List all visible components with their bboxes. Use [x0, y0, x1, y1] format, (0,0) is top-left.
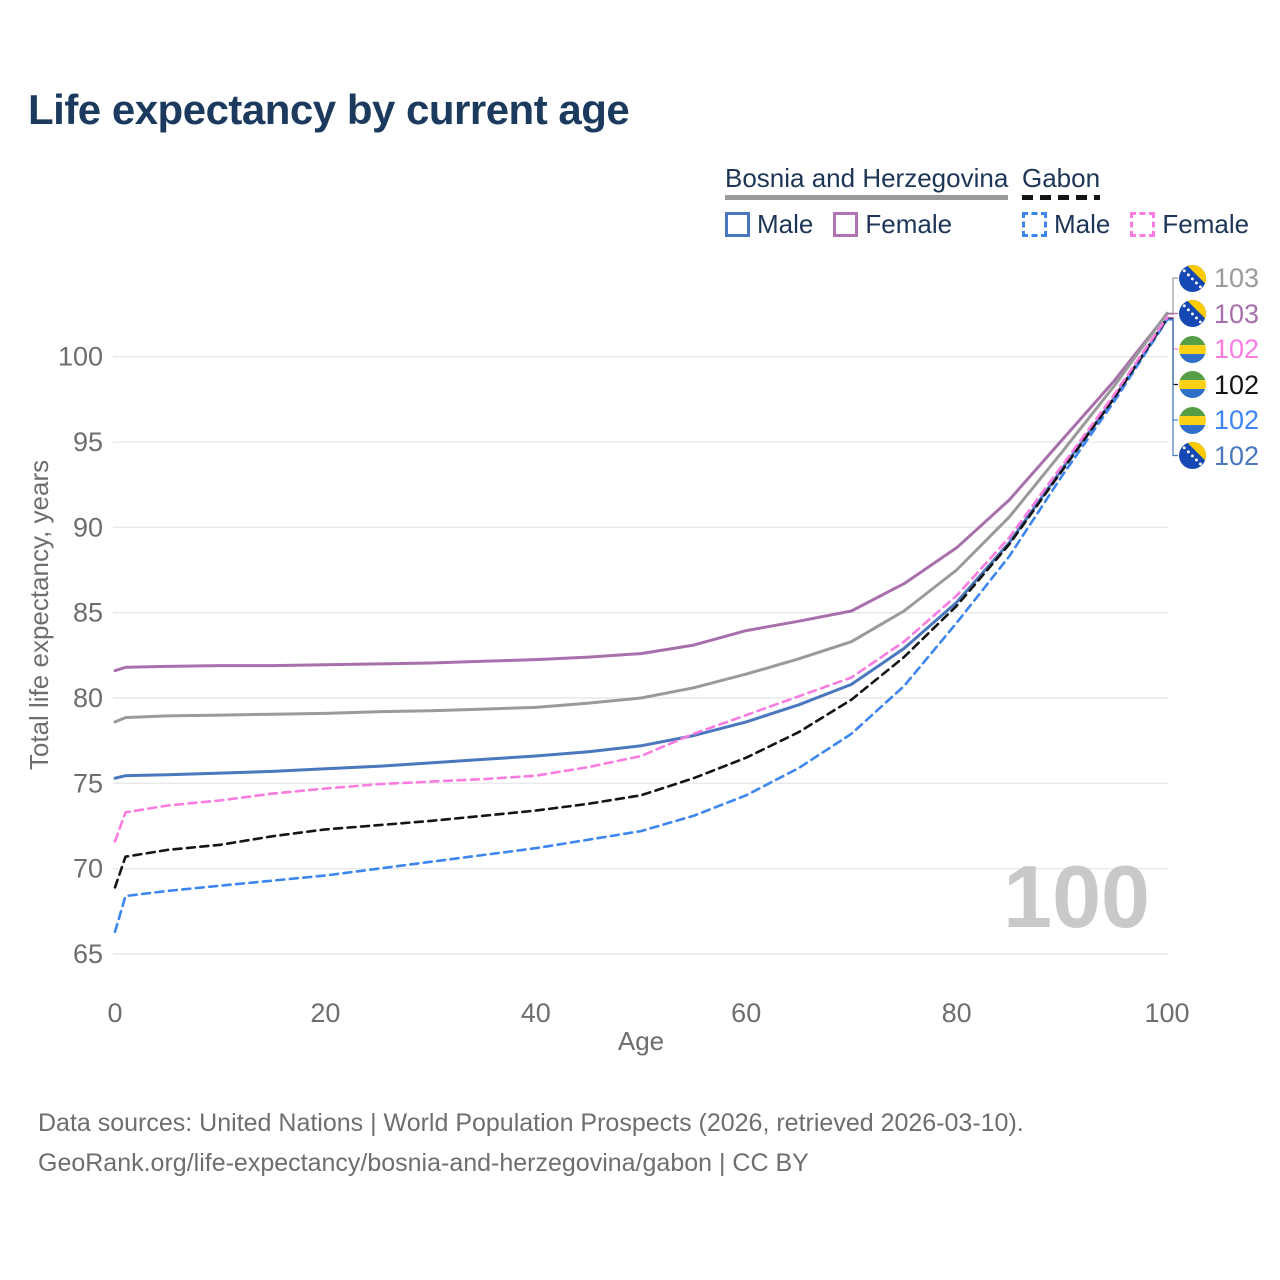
- end-label-row: 102: [1179, 371, 1259, 399]
- x-axis-tick-label: 20: [310, 998, 340, 1028]
- page-title: Life expectancy by current age: [28, 86, 630, 133]
- end-label-row: 102: [1179, 442, 1259, 470]
- footer-data-sources: Data sources: United Nations | World Pop…: [38, 1109, 1024, 1137]
- bosnia-and-herzegovina-flag-icon: [1179, 442, 1206, 469]
- legend-country-underline: [725, 195, 1009, 200]
- x-axis-tick-label: 100: [1144, 998, 1189, 1028]
- y-axis-title: Total life expectancy, years: [24, 460, 54, 770]
- y-axis-tick-label: 65: [73, 939, 103, 969]
- gabon-flag-icon: [1179, 406, 1206, 434]
- x-axis-tick-label: 80: [942, 998, 972, 1028]
- y-axis-tick-label: 85: [73, 598, 103, 628]
- bosnia-and-herzegovina-flag-icon: [1179, 300, 1206, 327]
- x-axis-title: Age: [618, 1026, 664, 1056]
- legend-item-gabon-female: Female: [1130, 209, 1249, 240]
- series-line-bosnia-and-herzegovina-total[interactable]: [113, 311, 1169, 724]
- legend-item-label: Female: [865, 208, 953, 239]
- legend-group-gabon: Gabon Male Female: [1022, 163, 1249, 240]
- series-line-gabon-female[interactable]: [113, 316, 1169, 843]
- legend-country-label: Bosnia and Herzegovina: [725, 163, 1009, 193]
- end-label-row: 102: [1179, 335, 1259, 363]
- y-axis-tick-label: 75: [73, 768, 103, 798]
- solid-square-swatch-icon: [833, 211, 859, 237]
- end-label-row: 103: [1179, 300, 1259, 328]
- y-axis-tick-label: 100: [58, 342, 103, 372]
- end-label-leader-line: [1168, 312, 1178, 315]
- series-line-gabon-male[interactable]: [113, 318, 1169, 934]
- end-value-label: 103: [1214, 263, 1260, 293]
- x-axis-tick-label: 40: [521, 998, 551, 1028]
- footer: Data sources: United Nations | World Pop…: [38, 1103, 1024, 1183]
- end-label-leader-line: [1168, 318, 1178, 457]
- legend-group-bosnia: Bosnia and Herzegovina Male Female: [725, 163, 1009, 240]
- legend-country-gabon: Gabon: [1022, 163, 1101, 200]
- gabon-flag-icon: [1179, 371, 1206, 398]
- legend-item-label: Male: [757, 208, 814, 239]
- y-axis-tick-label: 90: [73, 512, 103, 542]
- series-line-gabon-total[interactable]: [113, 317, 1169, 889]
- y-axis-tick-label: 80: [73, 683, 103, 713]
- end-label-row: 102: [1179, 406, 1259, 434]
- end-value-label: 102: [1214, 405, 1260, 435]
- end-value-label: 102: [1214, 334, 1260, 364]
- dashed-square-swatch-icon: [1022, 211, 1047, 237]
- y-axis-tick-label: 95: [73, 427, 103, 457]
- age-counter-watermark: 100: [1003, 847, 1150, 946]
- solid-square-swatch-icon: [725, 211, 750, 237]
- legend-country-label: Gabon: [1022, 163, 1101, 193]
- y-axis-tick-label: 70: [73, 854, 103, 884]
- x-axis-tick-label: 0: [107, 998, 122, 1028]
- bosnia-and-herzegovina-flag-icon: [1179, 264, 1206, 292]
- end-value-label: 103: [1214, 298, 1260, 329]
- legend-item-label: Male: [1054, 208, 1111, 239]
- footer-attribution: GeoRank.org/life-expectancy/bosnia-and-h…: [38, 1149, 809, 1177]
- legend-item-label: Female: [1162, 208, 1250, 239]
- gabon-flag-icon: [1179, 335, 1206, 363]
- legend-country-bosnia: Bosnia and Herzegovina: [725, 163, 1009, 200]
- dashed-square-swatch-icon: [1130, 211, 1156, 237]
- legend-item-gabon-male: Male: [1022, 209, 1110, 240]
- end-label-row: 103: [1179, 264, 1259, 292]
- legend-item-bosnia-male: Male: [725, 209, 813, 240]
- end-value-label: 102: [1214, 440, 1260, 471]
- series-line-bosnia-and-herzegovina-male[interactable]: [113, 317, 1169, 780]
- x-axis-tick-label: 60: [731, 998, 761, 1028]
- end-label-leader-line: [1168, 277, 1178, 314]
- legend-item-bosnia-female: Female: [833, 209, 952, 240]
- end-value-label: 102: [1214, 369, 1260, 400]
- legend-country-underline: [1022, 195, 1101, 200]
- series-line-bosnia-and-herzegovina-female[interactable]: [113, 312, 1169, 673]
